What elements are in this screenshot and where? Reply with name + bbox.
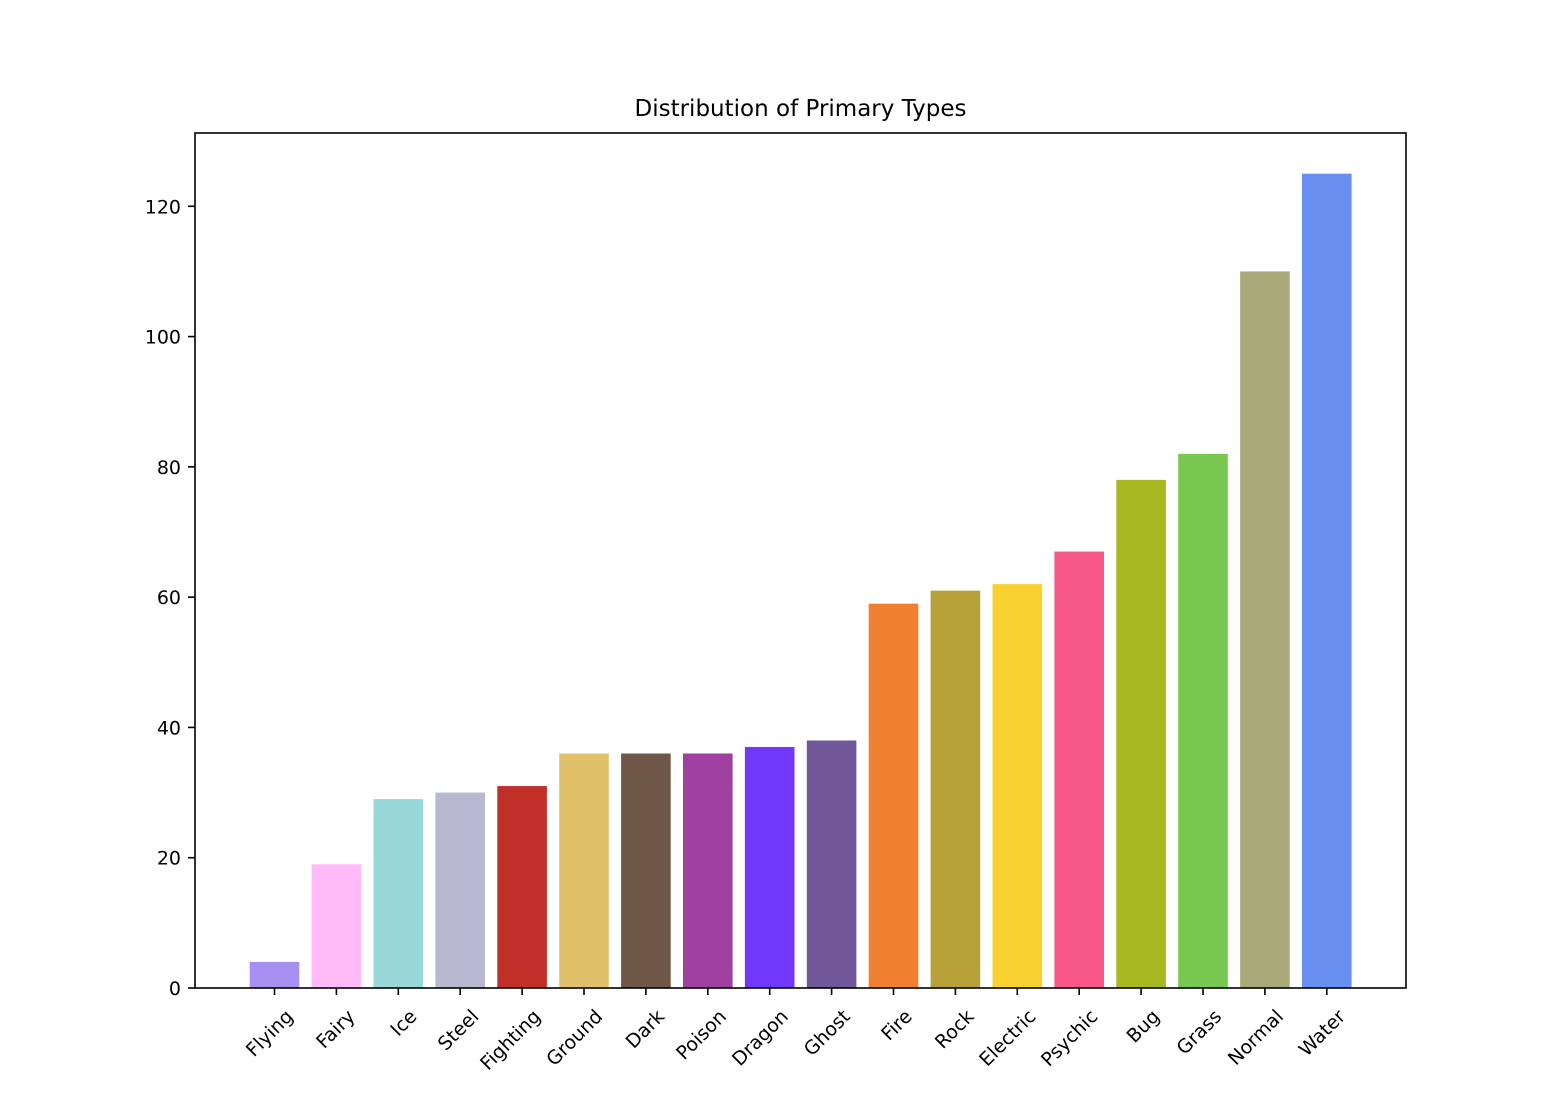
bar-water — [1302, 173, 1352, 988]
x-tick-label: Steel — [434, 1006, 484, 1056]
x-tick-label: Electric — [975, 1006, 1040, 1071]
y-tick-label: 100 — [145, 327, 181, 349]
y-axis-ticks: 0 20 40 60 80 100 120 — [145, 196, 195, 1000]
x-tick-label: Dark — [622, 1006, 669, 1053]
x-tick-label: Water — [1295, 1005, 1350, 1060]
x-tick-label: Fire — [877, 1006, 917, 1046]
bar-ice — [373, 799, 424, 988]
x-tick-label: Rock — [931, 1006, 979, 1054]
y-tick-label: 40 — [157, 717, 181, 739]
plot-frame — [194, 132, 1407, 989]
x-tick-label: Psychic — [1037, 1006, 1102, 1071]
x-tick-label: Grass — [1172, 1006, 1226, 1060]
bar-normal — [1240, 271, 1290, 988]
x-tick-label: Fairy — [312, 1006, 359, 1053]
bar-psychic — [1054, 551, 1104, 988]
bar-ghost — [806, 740, 857, 988]
bar-dark — [621, 753, 671, 988]
bar-bug — [1116, 479, 1166, 988]
x-tick-label: Dragon — [728, 1006, 793, 1071]
x-tick-label: Ghost — [800, 1006, 855, 1061]
bar-ground — [559, 753, 609, 988]
x-tick-label: Ground — [542, 1006, 607, 1071]
bar-grass — [1178, 453, 1228, 989]
bar-poison — [683, 753, 733, 988]
x-tick-label: Normal — [1224, 1006, 1288, 1070]
bar-fairy — [311, 864, 362, 988]
bar-steel — [435, 792, 485, 988]
x-tick-label: Bug — [1122, 1006, 1164, 1048]
y-tick-label: 120 — [145, 196, 181, 218]
y-tick-label: 80 — [157, 457, 181, 479]
bar-fighting — [497, 786, 547, 988]
x-tick-label: Flying — [242, 1006, 298, 1062]
bar-flying — [249, 961, 300, 988]
y-tick-label: 0 — [169, 978, 181, 1000]
bar-electric — [992, 584, 1043, 988]
x-tick-label: Poison — [672, 1006, 731, 1065]
bar-dragon — [744, 746, 795, 988]
bar-fire — [868, 603, 919, 988]
bar-rock — [930, 590, 981, 988]
y-tick-label: 60 — [157, 587, 181, 609]
y-tick-label: 20 — [157, 848, 181, 870]
x-tick-label: Ice — [386, 1006, 421, 1041]
bars-group — [249, 173, 1352, 989]
chart-title: Distribution of Primary Types — [635, 96, 967, 122]
x-tick-label: Fighting — [476, 1006, 545, 1075]
